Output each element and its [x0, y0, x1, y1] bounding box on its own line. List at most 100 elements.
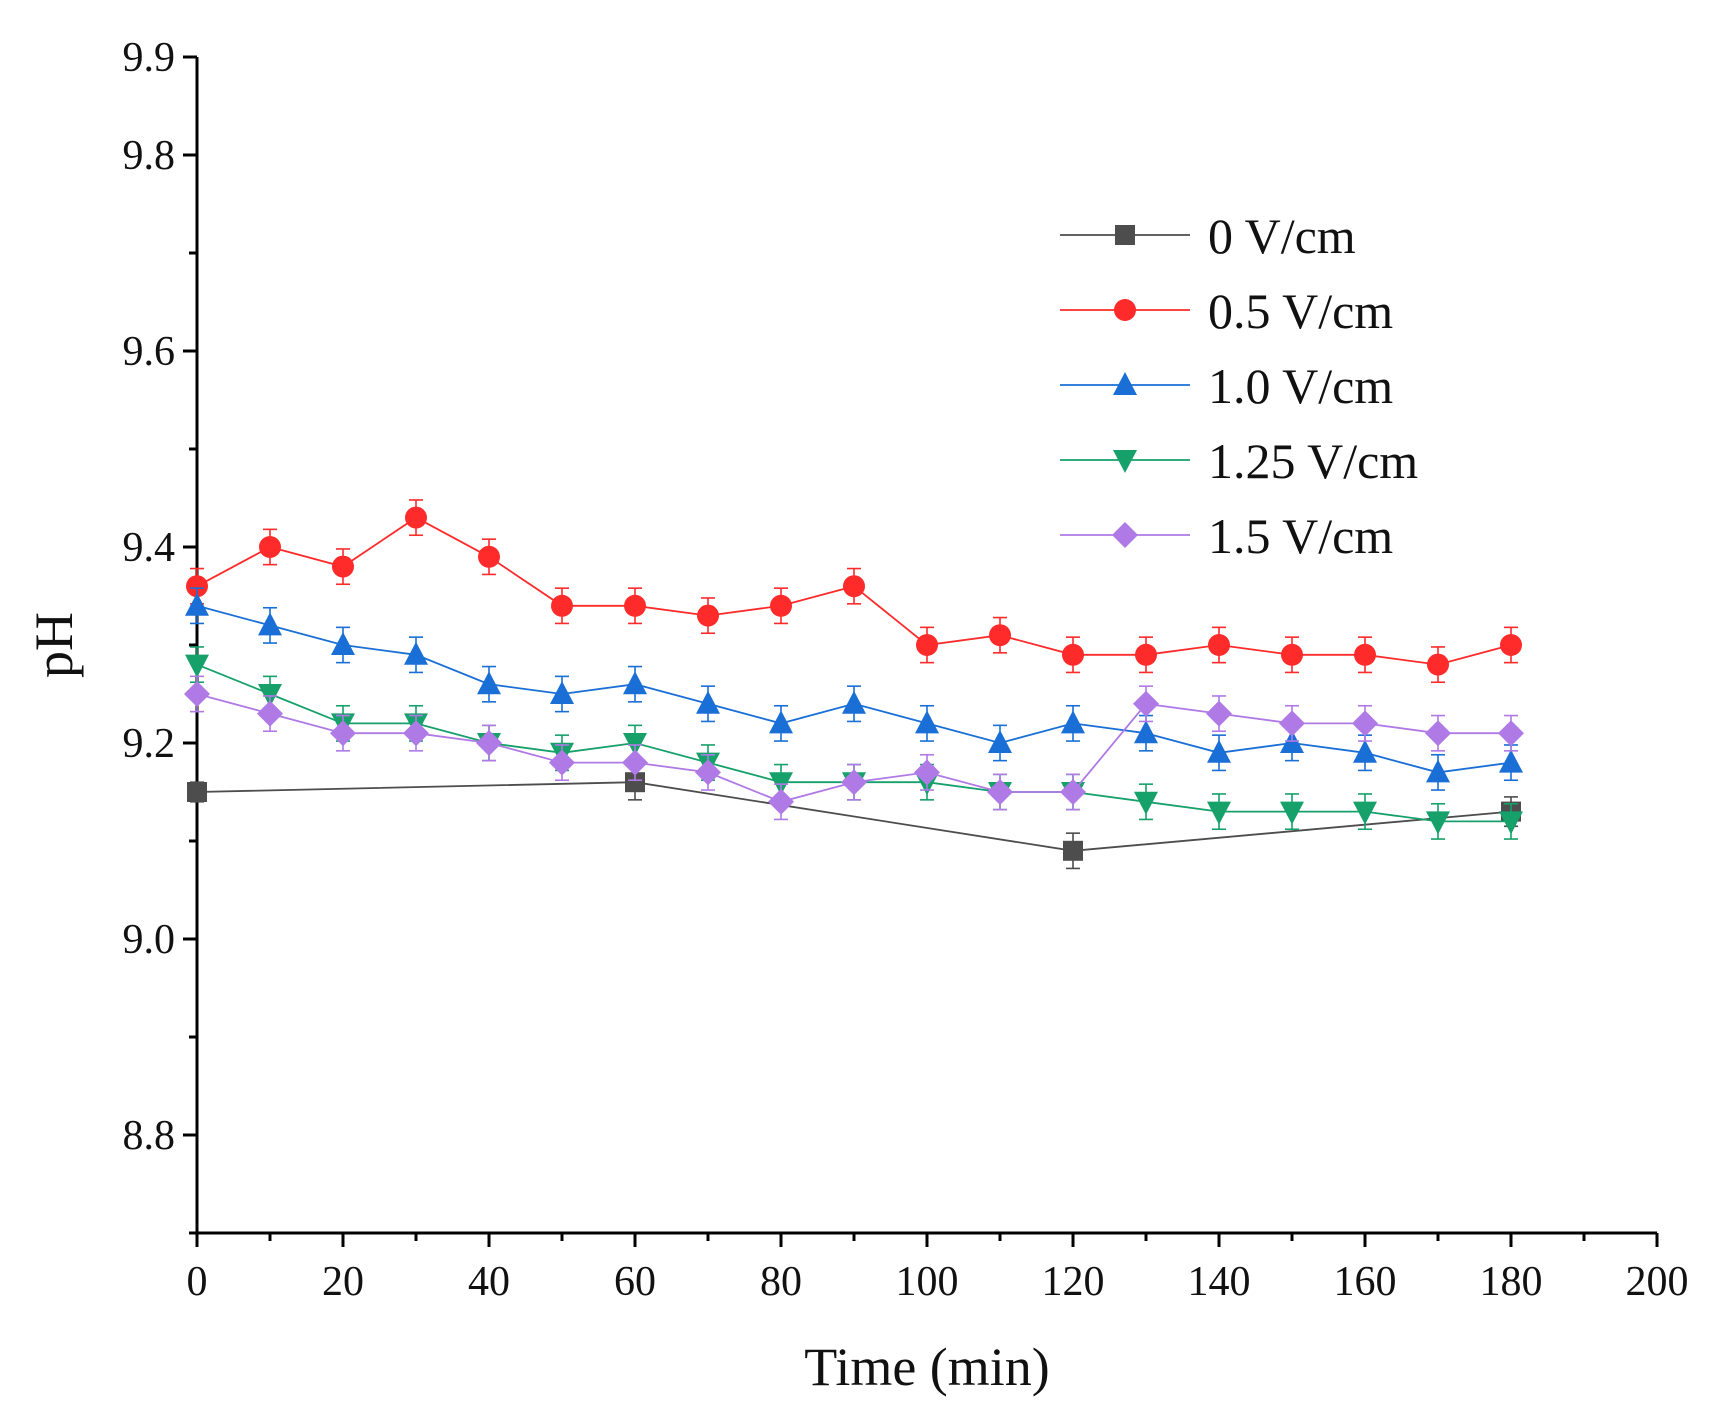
data-point	[404, 641, 428, 665]
x-tick-label: 80	[760, 1259, 802, 1305]
data-point	[1499, 749, 1523, 773]
legend-entry: 0.5 V/cm	[1060, 283, 1393, 339]
data-point	[1281, 643, 1303, 666]
data-point	[989, 624, 1011, 647]
data-point	[624, 594, 646, 617]
data-point	[1279, 710, 1305, 737]
data-point	[477, 671, 501, 695]
series-1-25-v-cm	[185, 646, 1523, 840]
data-point	[1426, 759, 1450, 783]
x-tick-label: 60	[614, 1259, 656, 1305]
series-line	[196, 781, 1512, 852]
data-point	[405, 506, 427, 529]
data-point	[185, 654, 209, 678]
data-point	[1135, 643, 1157, 666]
y-tick-label: 9.6	[123, 329, 176, 375]
legend-marker	[1113, 450, 1137, 473]
data-point	[987, 779, 1013, 805]
y-tick-label: 9.8	[123, 133, 176, 179]
y-tick-label: 9.2	[123, 721, 176, 767]
series-1-0-v-cm	[185, 587, 1523, 791]
legend-label: 0.5 V/cm	[1208, 283, 1393, 339]
legend-label: 1.25 V/cm	[1208, 433, 1418, 489]
data-point	[622, 749, 648, 776]
legend-marker	[1115, 225, 1135, 245]
data-point	[1352, 710, 1378, 737]
x-tick-label: 200	[1626, 1259, 1689, 1305]
data-point	[1280, 801, 1304, 825]
data-point	[842, 690, 866, 714]
axes: 0 20 40 60 80 100 120 140 160 180 200 8.8 9.0 9.2 9.4 9…	[123, 35, 1689, 1305]
data-point	[1134, 720, 1158, 744]
legend-label: 1.5 V/cm	[1208, 508, 1393, 564]
x-tick-label: 0	[187, 1259, 208, 1305]
data-point	[769, 710, 793, 734]
data-point	[768, 788, 794, 815]
legend-entry: 0 V/cm	[1060, 208, 1356, 264]
data-point	[914, 759, 940, 786]
data-point	[1353, 739, 1377, 763]
legend: 0 V/cm 0.5 V/cm 1.0 V/cm 1.25 V/cm 1.5 V/cm	[1060, 208, 1418, 564]
legend-marker	[1112, 522, 1138, 548]
data-point	[1427, 653, 1449, 676]
data-point	[184, 681, 210, 707]
data-point	[257, 700, 283, 727]
x-tick-label: 40	[468, 1259, 510, 1305]
data-point	[1060, 779, 1086, 805]
data-point	[1062, 643, 1084, 666]
y-axis-title: pH	[24, 612, 84, 678]
data-point	[1353, 801, 1377, 825]
data-point	[331, 632, 355, 655]
data-point	[186, 575, 208, 598]
data-point	[551, 594, 573, 617]
data-point	[476, 730, 502, 756]
data-point	[695, 759, 721, 786]
data-point	[258, 612, 282, 636]
legend-label: 1.0 V/cm	[1208, 358, 1393, 414]
data-point	[623, 671, 647, 695]
data-point	[185, 592, 209, 616]
data-point	[1134, 791, 1158, 815]
data-point	[1426, 811, 1450, 835]
data-point	[1354, 643, 1376, 666]
data-point	[1208, 634, 1230, 656]
legend-marker	[1114, 299, 1136, 321]
series-layer	[184, 499, 1524, 870]
data-point	[1063, 840, 1083, 861]
data-point	[549, 749, 575, 776]
legend-entry: 1.0 V/cm	[1060, 358, 1393, 414]
x-tick-label: 160	[1334, 1259, 1397, 1305]
data-point	[330, 720, 356, 747]
series-0-v-cm	[187, 763, 1521, 870]
data-point	[1207, 739, 1231, 763]
data-point	[403, 720, 429, 747]
legend-label: 0 V/cm	[1208, 208, 1356, 264]
legend-marker	[1113, 372, 1137, 395]
data-point	[1498, 720, 1524, 747]
data-point	[841, 769, 867, 796]
series-1-5-v-cm	[184, 675, 1524, 821]
data-point	[478, 545, 500, 568]
data-point	[697, 604, 719, 627]
data-point	[332, 555, 354, 578]
data-point	[770, 594, 792, 617]
data-point	[843, 575, 865, 598]
data-point	[187, 782, 207, 802]
y-tick-label: 9.4	[123, 525, 176, 571]
x-tick-label: 20	[322, 1259, 364, 1305]
x-tick-label: 180	[1480, 1259, 1543, 1305]
data-point	[916, 634, 938, 656]
data-point	[915, 710, 939, 734]
y-tick-label: 9.9	[123, 35, 176, 81]
x-tick-label: 100	[896, 1259, 959, 1305]
y-tick-label: 9.0	[123, 917, 176, 963]
x-tick-label: 140	[1188, 1259, 1251, 1305]
data-point	[1207, 801, 1231, 825]
legend-entry: 1.5 V/cm	[1060, 508, 1393, 564]
x-tick-label: 120	[1042, 1259, 1105, 1305]
data-point	[988, 730, 1012, 753]
data-point	[625, 772, 645, 793]
data-point	[1499, 811, 1523, 835]
